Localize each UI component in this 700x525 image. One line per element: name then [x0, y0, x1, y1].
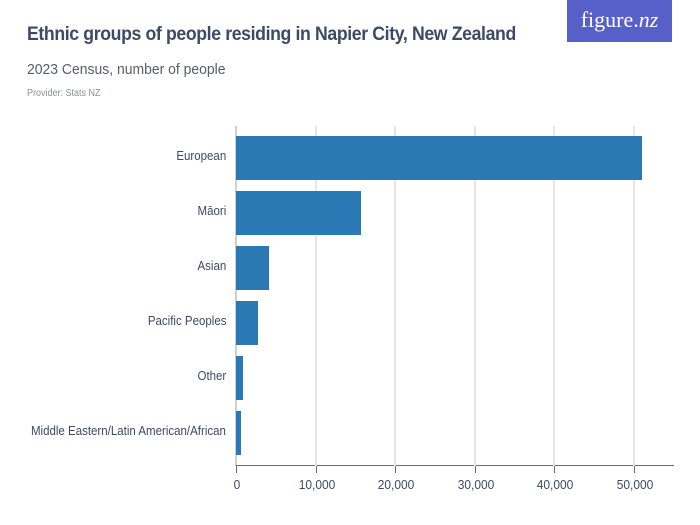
bar[interactable] [236, 191, 361, 235]
x-tick-label: 0 [233, 477, 241, 492]
x-tick-label: 20,000 [377, 477, 415, 492]
y-axis-line [235, 126, 237, 466]
figure-nz-logo[interactable]: figure.nz [567, 0, 672, 42]
bar[interactable] [236, 356, 243, 400]
category-label: Māori [197, 204, 226, 218]
x-axis-line [236, 465, 674, 466]
bar[interactable] [236, 136, 642, 180]
x-tick [395, 466, 397, 473]
x-tick-label: 10,000 [298, 477, 335, 492]
category-label: Middle Eastern/Latin American/African [31, 424, 226, 438]
data-provider: Provider: Stats NZ [27, 88, 101, 99]
x-tick [315, 466, 317, 473]
category-label: European [176, 149, 226, 163]
x-tick [474, 466, 476, 473]
x-tick-label: 50,000 [616, 477, 654, 492]
x-tick [554, 466, 556, 473]
category-label: Asian [197, 259, 226, 273]
gridline [473, 126, 476, 466]
x-tick [236, 466, 237, 473]
logo-text: figure. [580, 7, 639, 32]
logo-text-nz: nz [638, 7, 659, 32]
category-label: Other [197, 369, 226, 383]
chart-title: Ethnic groups of people residing in Napi… [27, 24, 516, 45]
gridline [314, 126, 317, 466]
x-tick-label: 40,000 [537, 477, 574, 492]
x-tick-label: 30,000 [457, 477, 495, 492]
bar[interactable] [236, 411, 241, 455]
bar[interactable] [236, 301, 258, 345]
gridline [553, 126, 556, 466]
x-tick [634, 466, 635, 473]
gridline [394, 126, 397, 466]
bar[interactable] [236, 246, 270, 290]
category-label: Pacific Peoples [147, 314, 226, 328]
gridline [633, 126, 635, 466]
chart-subtitle: 2023 Census, number of people [27, 61, 226, 78]
